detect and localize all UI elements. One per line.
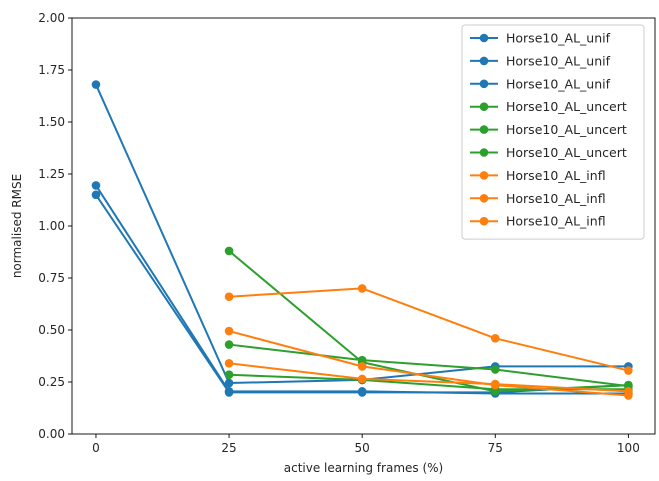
legend-marker-unif-2: [479, 79, 489, 89]
data-point-unif-1-0: [91, 181, 101, 190]
legend-marker-uncert-4: [479, 125, 489, 134]
legend-label-unif-1: Horse10_AL_unif: [506, 53, 611, 68]
y-tick-label-2.00: 2.00: [38, 11, 65, 25]
x-tick-label-100: 100: [617, 441, 640, 455]
plot-layer: [91, 80, 633, 400]
data-point-uncert-3-0: [224, 246, 234, 256]
x-axis-label: active learning frames (%): [284, 461, 443, 475]
legend-marker-uncert-5: [479, 148, 489, 157]
x-tick-label-0: 0: [92, 441, 100, 455]
y-tick-label-1.50: 1.50: [38, 115, 65, 129]
legend-marker-unif-1: [479, 56, 489, 66]
data-point-unif-2-2: [357, 388, 367, 397]
data-point-uncert-4-1: [357, 355, 367, 365]
data-point-infl-8-3: [624, 387, 633, 396]
y-tick-label-0.25: 0.25: [38, 375, 65, 389]
y-axis-label: normalised RMSE: [10, 174, 24, 278]
x-tick-label-50: 50: [355, 441, 370, 455]
data-point-unif-2-1: [224, 388, 234, 397]
y-tick-label-1.25: 1.25: [38, 167, 65, 181]
legend-label-uncert-4: Horse10_AL_uncert: [506, 122, 627, 137]
data-point-infl-7-0: [224, 326, 234, 336]
data-point-infl-8-1: [357, 374, 367, 384]
legend-label-infl-7: Horse10_AL_infl: [506, 191, 606, 206]
legend-frame: [461, 24, 645, 240]
legend-label-unif-2: Horse10_AL_unif: [506, 76, 611, 91]
data-point-unif-0-1: [224, 378, 234, 388]
data-point-uncert-5-0: [224, 370, 234, 380]
legend-label-infl-8: Horse10_AL_infl: [506, 214, 606, 229]
data-point-infl-8-2: [490, 379, 500, 389]
y-tick-label-0.75: 0.75: [38, 271, 65, 285]
data-point-infl-6-0: [224, 292, 234, 302]
legend-label-infl-6: Horse10_AL_infl: [506, 168, 606, 183]
axes-layer: 0 25 50 75 100 0.00 0.25 0.50 0.75 1.00 1.25 1.50 1.…: [38, 11, 656, 455]
y-tick-label-0.00: 0.00: [38, 427, 65, 441]
x-tick-label-75: 75: [488, 441, 503, 455]
data-point-infl-8-0: [224, 358, 234, 368]
y-tick-label-1.75: 1.75: [38, 63, 65, 77]
legend: Horse10_AL_unif Horse10_AL_unif Horse10_AL…: [461, 24, 645, 240]
data-point-infl-7-1: [357, 362, 367, 371]
data-point-infl-6-2: [490, 334, 500, 343]
legend-marker-infl-8: [479, 216, 489, 226]
data-point-uncert-4-0: [224, 340, 234, 349]
data-point-infl-6-1: [357, 284, 367, 293]
series-line-infl-6: [229, 287, 629, 372]
legend-marker-unif-0: [479, 33, 489, 43]
legend-label-uncert-3: Horse10_AL_uncert: [506, 99, 627, 114]
data-point-unif-2-0: [91, 190, 101, 200]
y-tick-label-1.00: 1.00: [38, 219, 65, 233]
legend-marker-uncert-3: [479, 102, 489, 111]
legend-label-uncert-5: Horse10_AL_uncert: [506, 145, 627, 160]
legend-marker-infl-7: [479, 194, 489, 203]
data-point-unif-0-0: [91, 80, 101, 89]
x-tick-label-25: 25: [221, 441, 236, 455]
series-line-uncert-4: [228, 343, 629, 388]
legend-marker-infl-6: [479, 171, 489, 180]
series-line-infl-8: [228, 362, 629, 393]
data-point-infl-6-3: [624, 366, 633, 375]
y-tick-label-0.50: 0.50: [38, 323, 65, 337]
series-line-uncert-5: [229, 373, 629, 391]
legend-label-unif-0: Horse10_AL_unif: [506, 31, 611, 46]
data-point-uncert-4-2: [490, 365, 500, 374]
series-line-infl-7: [228, 330, 629, 397]
